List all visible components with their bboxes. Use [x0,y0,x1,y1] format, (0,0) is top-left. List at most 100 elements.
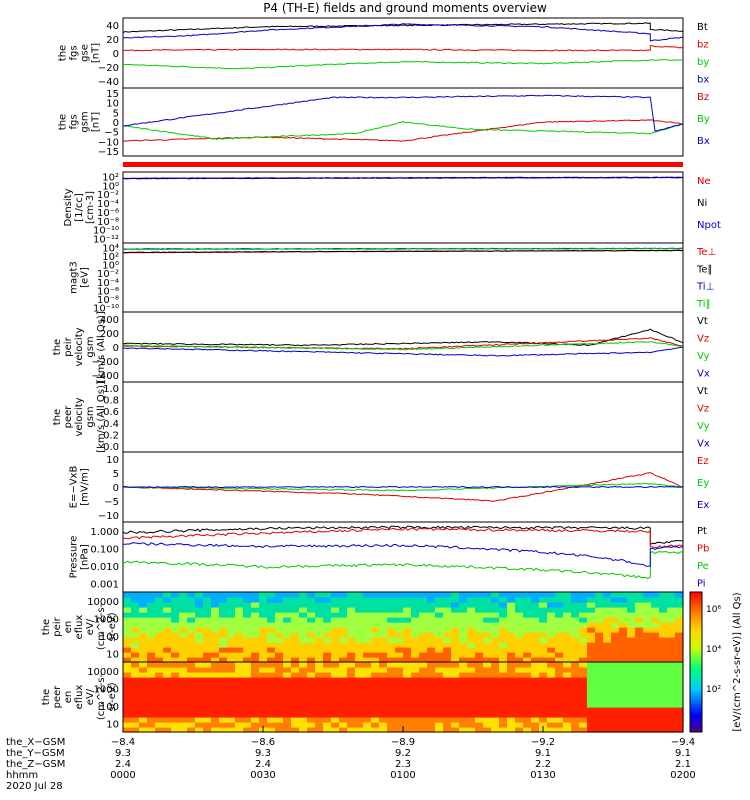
spectrogram-cell [171,637,180,643]
y-tick-label: 10⁻¹⁰ [93,304,119,315]
y-axis-label-line: the [52,409,63,425]
spectrogram-cell [499,692,508,698]
spectrogram-cell [371,717,380,723]
spectrogram-cell [563,667,572,673]
spectrogram-cell [443,592,452,598]
spectrogram-cell [619,622,628,628]
spectrogram-cell [659,667,668,673]
spectrogram-cell [195,632,204,638]
spectrogram-cell [539,682,548,688]
spectrogram-cell [227,652,236,658]
spectrogram-cell [187,727,196,733]
spectrogram-cell [267,717,276,723]
spectrogram-cell [211,692,220,698]
y-axis-label-line: [nT] [91,43,102,63]
spectrogram-cell [363,632,372,638]
spectrogram-cell [179,617,188,623]
spectrogram-cell [427,637,436,643]
x-tick-value: −9.2 [531,737,555,748]
spectrogram-cell [587,592,596,598]
spectrogram-cell [355,677,364,683]
spectrogram-cell [403,622,412,628]
spectrogram-cell [227,727,236,733]
y-axis-label-line: Pressure [69,536,80,579]
series-line-bz [122,45,684,52]
spectrogram-cell [123,607,132,613]
spectrogram-cell [635,727,644,733]
spectrogram-cell [555,617,564,623]
spectrogram-cell [219,697,228,703]
spectrogram-cell [499,612,508,618]
y-tick-label: 10⁻⁶ [97,208,119,219]
spectrogram-cell [227,617,236,623]
spectrogram-cell [291,712,300,718]
spectrogram-cell [659,602,668,608]
spectrogram-cell [667,647,676,653]
spectrogram-cell [235,672,244,678]
spectrogram-cell [347,727,356,733]
spectrogram-cell [659,662,668,668]
spectrogram-cell [171,687,180,693]
spectrogram-cell [643,632,652,638]
spectrogram-cell [339,702,348,708]
spectrogram-cell [651,647,660,653]
spectrogram-cell [651,627,660,633]
spectrogram-cell [235,712,244,718]
y-tick-label: 10000 [87,597,119,608]
spectrogram-cell [283,722,292,728]
colorbar-tick: 10² [706,685,721,695]
spectrogram-cell [259,607,268,613]
spectrogram-cell [443,687,452,693]
spectrogram-cell [603,682,612,688]
spectrogram-cell [435,617,444,623]
spectrogram-cell [171,612,180,618]
spectrogram-cell [235,667,244,673]
spectrogram-cell [467,717,476,723]
spectrogram-cell [603,662,612,668]
spectrogram-cell [123,592,132,598]
spectrogram-cell [355,617,364,623]
spectrogram-cell [139,657,148,663]
y-axis-label-line: Density [63,188,74,226]
spectrogram-cell [579,642,588,648]
spectrogram-cell [555,647,564,653]
x-tick-value: −9.4 [671,737,695,748]
y-tick-label: 0 [113,49,119,60]
spectrogram-cell [259,637,268,643]
spectrogram-cell [283,632,292,638]
spectrogram-cell [251,682,260,688]
spectrogram-cell [331,672,340,678]
spectrogram-cell [451,682,460,688]
spectrogram-cell [619,627,628,633]
spectrogram-cell [243,597,252,603]
spectrogram-cell [659,707,668,713]
spectrogram-cell [371,617,380,623]
spectrogram-cell [587,682,596,688]
spectrogram-cell [499,687,508,693]
spectrogram-cell [675,627,684,633]
spectrogram-cell [139,712,148,718]
spectrogram-cell [395,662,404,668]
spectrogram-cell [259,622,268,628]
spectrogram-cell [195,657,204,663]
spectrogram-cell [267,712,276,718]
spectrogram-cell [579,667,588,673]
spectrogram-cell [571,672,580,678]
spectrogram-cell [139,687,148,693]
spectrogram-cell [627,682,636,688]
spectrogram-cell [379,707,388,713]
spectrogram-cell [651,687,660,693]
spectrogram-cell [315,662,324,668]
spectrogram-cell [443,647,452,653]
spectrogram-cell [379,602,388,608]
spectrogram-cell [323,652,332,658]
spectrogram-cell [291,677,300,683]
spectrogram-cell [675,632,684,638]
spectrogram-cell [571,727,580,733]
spectrogram-cell [187,677,196,683]
legend-Pi: Pi [697,579,706,590]
spectrogram-cell [675,647,684,653]
spectrogram-cell [195,667,204,673]
spectrogram-cell [307,592,316,598]
spectrogram-cell [555,622,564,628]
